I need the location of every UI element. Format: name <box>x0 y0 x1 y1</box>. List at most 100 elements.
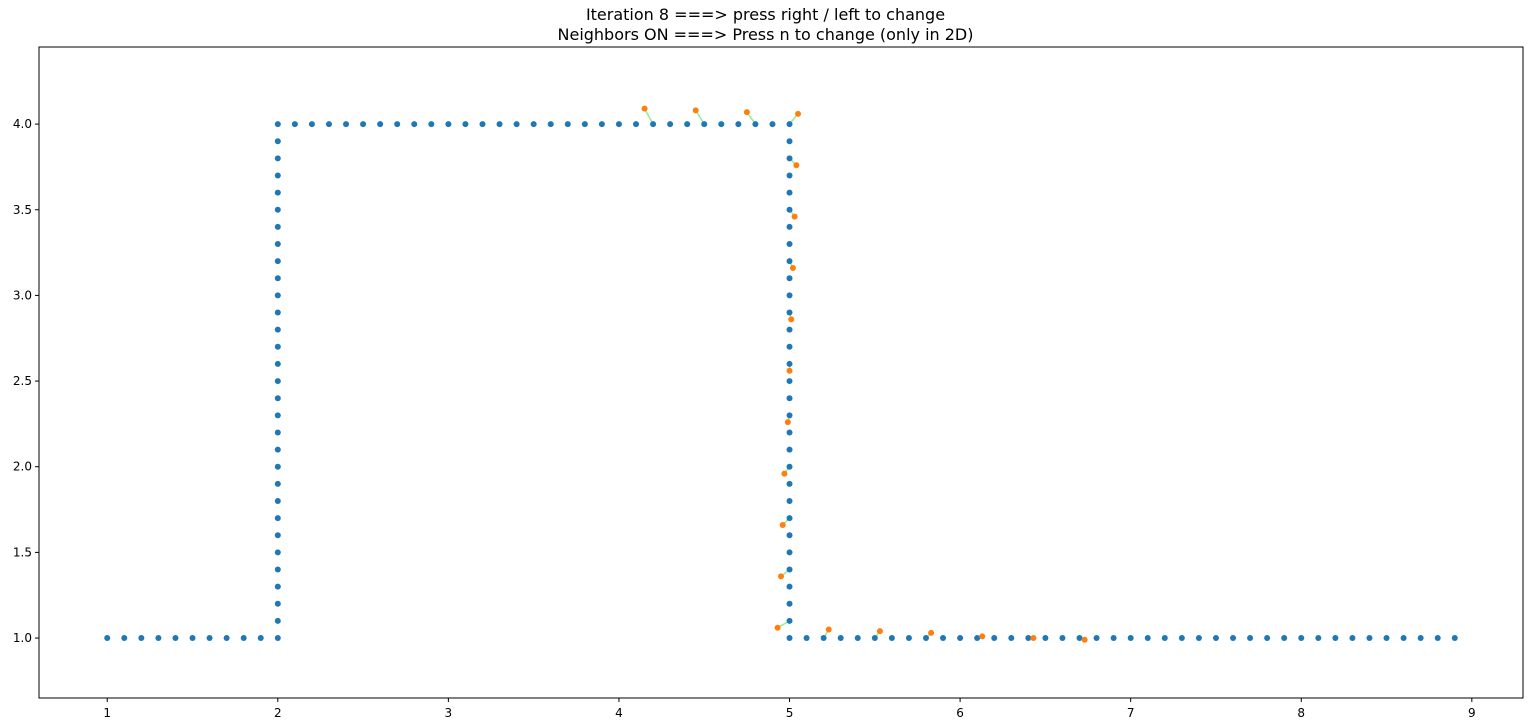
reference-point <box>274 617 281 624</box>
reference-point <box>905 635 912 642</box>
reference-point <box>1059 635 1066 642</box>
reference-point <box>598 121 605 128</box>
x-tick-label: 8 <box>1297 706 1305 720</box>
y-tick-label: 4.0 <box>13 117 32 131</box>
reference-point <box>291 121 298 128</box>
reference-point <box>274 515 281 522</box>
moving-point <box>876 628 883 635</box>
reference-point <box>769 121 776 128</box>
moving-point <box>788 316 795 323</box>
moving-point <box>979 633 986 640</box>
x-tick-label: 5 <box>786 706 794 720</box>
reference-point <box>854 635 861 642</box>
reference-point <box>547 121 554 128</box>
reference-point <box>172 635 179 642</box>
reference-point <box>223 635 230 642</box>
reference-point <box>1110 635 1117 642</box>
reference-point <box>1315 635 1322 642</box>
reference-point <box>1230 635 1237 642</box>
reference-point <box>718 121 725 128</box>
reference-points-group <box>104 121 1458 642</box>
reference-point <box>1127 635 1134 642</box>
reference-point <box>411 121 418 128</box>
reference-point <box>274 378 281 385</box>
reference-point <box>206 635 213 642</box>
moving-points-group <box>641 105 1088 643</box>
reference-point <box>274 446 281 453</box>
moving-point <box>784 419 791 426</box>
reference-point <box>786 326 793 333</box>
reference-point <box>786 532 793 539</box>
reference-point <box>274 395 281 402</box>
reference-point <box>786 497 793 504</box>
x-tick-label: 4 <box>615 706 623 720</box>
reference-point <box>786 343 793 350</box>
moving-point <box>779 521 786 528</box>
reference-point <box>752 121 759 128</box>
x-tick-label: 9 <box>1468 706 1476 720</box>
reference-point <box>274 326 281 333</box>
chart-title-line2: Neighbors ON ===> Press n to change (onl… <box>557 25 974 44</box>
reference-point <box>837 635 844 642</box>
reference-point <box>786 566 793 573</box>
axes-frame <box>38 46 1524 699</box>
reference-point <box>530 121 537 128</box>
reference-point <box>786 583 793 590</box>
reference-point <box>1247 635 1254 642</box>
reference-point <box>1008 635 1015 642</box>
ticks-group: 1 2 3 4 5 6 7 8 9 1.0 1.5 2.0 2.5 3.0 3.5 4.0 <box>13 117 1476 720</box>
reference-point <box>274 292 281 299</box>
reference-point <box>684 121 691 128</box>
x-tick-label: 3 <box>445 706 453 720</box>
reference-point <box>496 121 503 128</box>
reference-point <box>786 360 793 367</box>
moving-point <box>774 624 781 631</box>
reference-point <box>308 121 315 128</box>
moving-point <box>928 629 935 636</box>
reference-point <box>940 635 947 642</box>
moving-point <box>781 470 788 477</box>
reference-point <box>274 429 281 436</box>
moving-point <box>795 110 802 117</box>
reference-point <box>633 121 640 128</box>
reference-point <box>513 121 520 128</box>
reference-point <box>786 617 793 624</box>
reference-point <box>274 206 281 213</box>
reference-point <box>1417 635 1424 642</box>
reference-point <box>274 635 281 642</box>
reference-point <box>274 223 281 230</box>
reference-point <box>957 635 964 642</box>
reference-point <box>871 635 878 642</box>
reference-point <box>104 635 111 642</box>
reference-point <box>735 121 742 128</box>
reference-point <box>564 121 571 128</box>
reference-point <box>274 241 281 248</box>
reference-point <box>786 258 793 265</box>
reference-point <box>786 600 793 607</box>
moving-point <box>641 105 648 112</box>
y-tick-label: 3.0 <box>13 288 32 302</box>
moving-point <box>692 107 699 114</box>
reference-point <box>667 121 674 128</box>
reference-point <box>445 121 452 128</box>
reference-point <box>786 480 793 487</box>
reference-point <box>257 635 264 642</box>
reference-point <box>274 309 281 316</box>
reference-point <box>274 412 281 419</box>
reference-point <box>1332 635 1339 642</box>
reference-point <box>1093 635 1100 642</box>
moving-point <box>793 162 800 169</box>
reference-point <box>786 138 793 145</box>
reference-point <box>462 121 469 128</box>
reference-point <box>377 121 384 128</box>
reference-point <box>701 121 708 128</box>
x-tick-label: 6 <box>956 706 964 720</box>
reference-point <box>786 549 793 556</box>
x-tick-label: 7 <box>1127 706 1135 720</box>
reference-point <box>274 138 281 145</box>
y-tick-label: 2.0 <box>13 460 32 474</box>
reference-point <box>274 600 281 607</box>
reference-point <box>1195 635 1202 642</box>
x-tick-label: 2 <box>274 706 282 720</box>
